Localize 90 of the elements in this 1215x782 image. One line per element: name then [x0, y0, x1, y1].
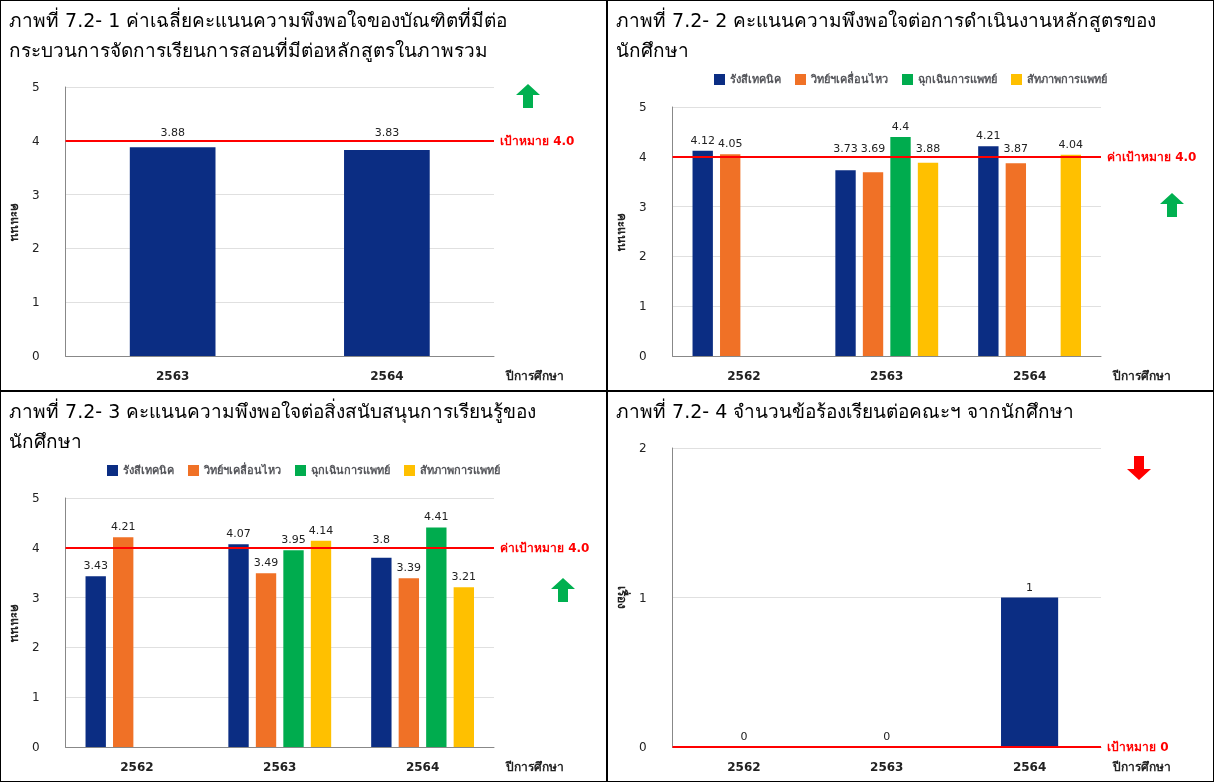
data-label: 3.69 — [860, 141, 886, 155]
x-tick-label: 2562 — [120, 760, 154, 774]
data-label: 3.95 — [281, 532, 306, 546]
bar — [310, 540, 332, 747]
ref-line-label: ค่าเป้าหมาย 4.0 — [1107, 149, 1197, 164]
data-label: 3.87 — [1003, 141, 1029, 155]
legend-label: วิทย์ฯเคลื่อนไหว — [810, 71, 888, 86]
chart-title: ภาพที่ 7.2- 2 คะแนนความพึงพอใจต่อการดำเนินงานหลักสูตรของนักศึกษา — [615, 6, 1158, 63]
data-label: 4.05 — [717, 137, 743, 151]
x-tick-label: 2564 — [405, 760, 440, 774]
x-axis-title: ปีการศึกษา — [1112, 369, 1171, 383]
legend-label: รังสีเทคนิค — [730, 73, 781, 86]
legend-label: สัทภาพการแพทย์ — [420, 464, 500, 477]
data-label: 4.21 — [110, 520, 136, 534]
data-label: 3.49 — [253, 556, 279, 570]
bar — [371, 557, 392, 747]
y-tick-label: 5 — [638, 100, 647, 114]
data-label: 0 — [740, 730, 748, 743]
bar — [85, 576, 106, 747]
bar — [426, 527, 447, 747]
data-label: 3.88 — [160, 125, 185, 139]
data-label: 4.4 — [891, 119, 910, 133]
chart-title: ภาพที่ 7.2- 3 คะแนนความพึงพอใจต่อสิ่งสนับสนุนการเรียนรู้ของนักศึกษา — [8, 397, 538, 454]
y-axis-title: คะแนน — [615, 212, 629, 252]
bar — [228, 544, 249, 747]
y-axis-title: เรื่อง — [615, 586, 631, 609]
data-label: 1 — [1026, 580, 1034, 594]
ref-line-label: เป้าหมาย 4.0 — [500, 133, 575, 148]
bar — [398, 578, 420, 747]
legend-label: ฉุกเฉินการแพทย์ — [918, 73, 997, 87]
ref-line-label: เป้าหมาย 0 — [1107, 740, 1169, 754]
x-tick-label: 2562 — [727, 760, 761, 774]
y-tick-label: 5 — [31, 80, 40, 94]
y-tick-label: 0 — [31, 740, 40, 754]
data-label: 3.83 — [374, 125, 400, 139]
data-label: 3.21 — [451, 570, 477, 584]
data-label: 3.43 — [83, 559, 108, 573]
y-axis-title: คะแนน — [8, 603, 22, 643]
data-label: 4.04 — [1058, 137, 1084, 151]
bar — [255, 573, 277, 747]
x-tick-label: 2564 — [370, 369, 404, 383]
y-tick-label: 3 — [638, 199, 647, 214]
legend-label: ฉุกเฉินการแพทย์ — [311, 464, 390, 478]
bar — [283, 550, 304, 747]
x-tick-label: 2564 — [1012, 369, 1047, 383]
y-tick-label: 1 — [638, 590, 647, 605]
x-tick-label: 2563 — [263, 760, 297, 774]
data-label: 0 — [883, 730, 891, 743]
data-label: 4.14 — [308, 523, 334, 537]
data-label: 3.73 — [833, 141, 858, 155]
data-label: 3.39 — [396, 561, 422, 575]
y-tick-label: 2 — [31, 640, 40, 655]
data-label: 4.12 — [690, 133, 715, 147]
y-tick-label: 5 — [31, 491, 40, 505]
legend-label: วิทย์ฯเคลื่อนไหว — [203, 462, 281, 477]
data-label: 4.07 — [226, 527, 251, 541]
y-tick-label: 1 — [638, 299, 647, 314]
y-tick-label: 2 — [31, 241, 40, 256]
data-label: 4.41 — [424, 510, 449, 524]
y-tick-label: 3 — [31, 590, 40, 605]
chart-title: ภาพที่ 7.2- 4 จำนวนข้อร้องเรียนต่อคณะฯ จากนักศึกษา — [615, 397, 1076, 424]
legend-label: รังสีเทคนิค — [123, 464, 174, 477]
data-label: 3.88 — [915, 141, 941, 155]
ref-line-label: ค่าเป้าหมาย 4.0 — [500, 540, 590, 555]
y-tick-label: 1 — [31, 690, 40, 705]
data-label: 3.8 — [372, 532, 391, 546]
y-tick-label: 0 — [31, 349, 40, 363]
x-tick-label: 2564 — [1012, 760, 1047, 774]
y-tick-label: 0 — [638, 740, 647, 754]
bar — [453, 587, 475, 747]
x-tick-label: 2562 — [727, 369, 761, 383]
x-tick-label: 2563 — [870, 760, 904, 774]
y-tick-label: 4 — [638, 149, 647, 164]
y-axis-title: คะแนน — [8, 202, 22, 242]
legend-label: สัทภาพการแพทย์ — [1027, 73, 1107, 86]
y-tick-label: 2 — [638, 441, 647, 455]
x-tick-label: 2563 — [870, 369, 904, 383]
x-axis-title: ปีการศึกษา — [505, 369, 564, 383]
bar — [113, 537, 134, 747]
y-tick-label: 4 — [31, 540, 40, 555]
x-axis-title: ปีการศึกษา — [505, 760, 564, 774]
y-tick-label: 4 — [31, 133, 40, 148]
y-tick-label: 0 — [638, 349, 647, 363]
y-tick-label: 2 — [638, 249, 647, 264]
x-axis-title: ปีการศึกษา — [1112, 760, 1171, 774]
x-tick-label: 2563 — [155, 369, 190, 383]
data-label: 4.21 — [976, 129, 1001, 143]
y-tick-label: 1 — [31, 295, 40, 310]
chart-title: ภาพที่ 7.2- 1 ค่าเฉลี่ยคะแนนความพึงพอใจของบัณฑิตที่มีต่อกระบวนการจัดการเรียนการสอนที่มีต่อหลักสูตรในภาพรวม — [8, 6, 509, 64]
y-tick-label: 3 — [31, 187, 40, 202]
